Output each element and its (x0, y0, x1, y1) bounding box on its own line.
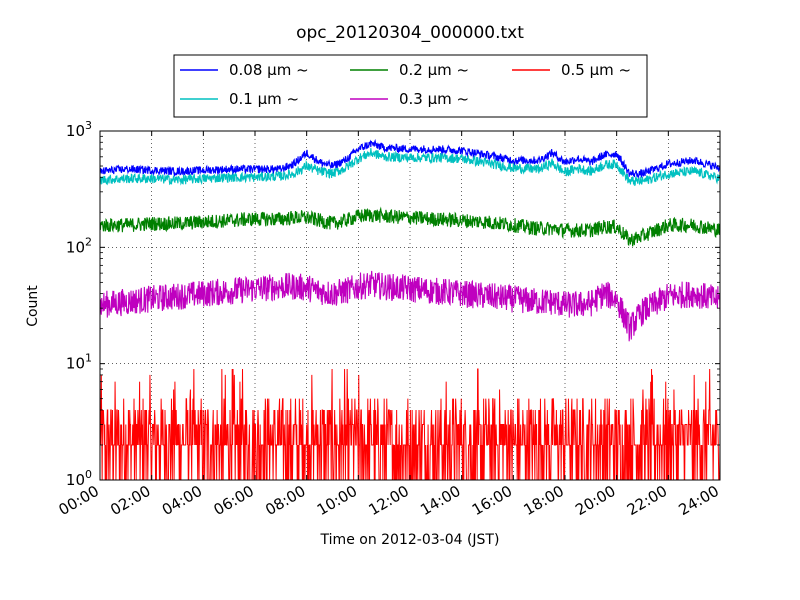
y-tick-labels: 100 101 102 103 (66, 119, 92, 489)
series-line-4 (100, 270, 720, 342)
legend-label: 0.3 µm ~ (399, 90, 469, 108)
series-line-1 (100, 138, 720, 179)
y-tick-label: 100 (66, 468, 92, 489)
y-tick-label: 102 (66, 235, 92, 256)
legend-label: 0.5 µm ~ (561, 61, 631, 79)
axis-ticks (99, 130, 721, 481)
x-axis-label: Time on 2012-03-04 (JST) (320, 532, 500, 548)
chart-title: opc_20120304_000000.txt (296, 23, 524, 43)
series-line-5 (100, 368, 720, 480)
legend: 0.08 µm ~ 0.1 µm ~ 0.2 µm ~ 0.3 µm ~ 0.5 µm … (173, 54, 648, 118)
y-tick-label: 101 (66, 352, 92, 373)
legend-label: 0.1 µm ~ (229, 90, 299, 108)
legend-label: 0.2 µm ~ (399, 61, 469, 79)
series-line-3 (100, 206, 720, 247)
legend-box (173, 54, 648, 118)
legend-label: 0.08 µm ~ (229, 61, 309, 79)
series-line-2 (100, 148, 720, 187)
grid-lines (100, 131, 720, 480)
y-axis-label: Count (25, 285, 41, 327)
y-tick-label: 103 (66, 119, 92, 140)
series-group (100, 138, 720, 480)
